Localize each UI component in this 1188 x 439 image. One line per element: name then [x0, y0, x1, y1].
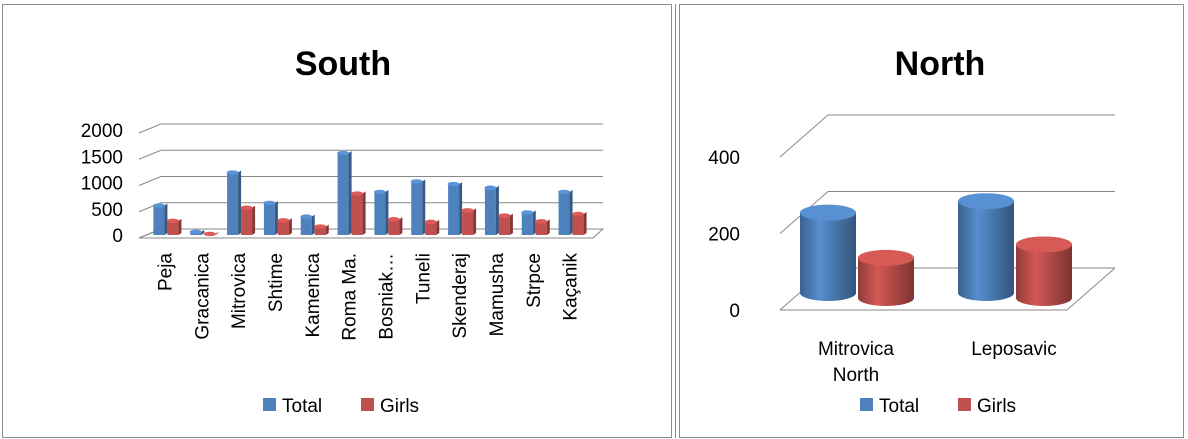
legend-girls-label: Girls — [380, 396, 419, 417]
bar-girls — [461, 208, 477, 235]
bar-total — [521, 210, 536, 235]
y-tick-label: 0 — [729, 301, 740, 322]
category-label: Mamusha — [487, 253, 508, 337]
bar-girls — [166, 218, 182, 235]
gridline-side — [138, 123, 162, 134]
bar-total — [484, 185, 499, 235]
bar-total — [152, 203, 168, 235]
y-tick-label: 1000 — [81, 174, 123, 195]
y-tick-label: 0 — [112, 226, 123, 247]
gridline-side — [138, 149, 162, 160]
gridline-side — [138, 176, 162, 186]
bar-total — [189, 229, 205, 235]
category-label: Bosniak… — [376, 253, 397, 340]
north-chart: North 400 200 0 Mitrovica North Leposavic To… — [708, 45, 1116, 417]
bar-total — [958, 193, 1014, 301]
north-category-labels: Mitrovica North Leposavic — [818, 339, 1057, 386]
bar-total — [373, 189, 389, 235]
floor-edge — [1066, 267, 1116, 311]
category-label: Kamenica — [303, 253, 324, 338]
category-label: Mitrovica — [229, 253, 250, 329]
category-label: Kaçanik — [561, 253, 582, 321]
legend-girls-label: Girls — [977, 396, 1016, 417]
panel-divider — [675, 4, 676, 438]
legend-girls-swatch — [361, 398, 374, 411]
bar-girls — [387, 217, 403, 235]
north-bars — [800, 193, 1072, 306]
bar-total — [447, 181, 463, 235]
bar-girls — [1016, 236, 1072, 306]
south-category-labels: Peja Gracanica Mitrovica Shtime Kamenica Roma… — [155, 253, 581, 341]
bar-girls — [203, 231, 219, 237]
category-label: Tuneli — [413, 253, 434, 304]
legend-total-label: Total — [879, 396, 919, 417]
legend-girls-swatch — [958, 398, 971, 411]
legend-total-swatch — [860, 398, 873, 411]
y-tick-label: 500 — [91, 200, 123, 221]
bar-girls — [424, 219, 440, 235]
bar-girls — [858, 249, 914, 306]
y-tick-label: 200 — [708, 225, 740, 246]
bar-girls — [351, 191, 366, 235]
bar-total — [558, 189, 573, 235]
category-label: Gracanica — [192, 253, 213, 340]
category-label: Mitrovica North — [818, 339, 894, 386]
y-tick-label: 2000 — [81, 121, 123, 142]
category-label: Peja — [155, 253, 176, 291]
north-y-axis-ticks: 400 200 0 — [708, 148, 740, 322]
south-legend: Total Girls — [263, 396, 419, 417]
bar-total — [337, 150, 352, 235]
y-tick-label: 400 — [708, 148, 740, 169]
north-legend: Total Girls — [860, 396, 1016, 417]
bar-girls — [498, 213, 513, 235]
south-chart-title: South — [295, 45, 391, 83]
bar-total — [226, 170, 242, 235]
bar-girls — [240, 205, 256, 235]
bar-total — [300, 214, 315, 235]
bar-girls — [535, 219, 550, 235]
category-label: Shtime — [266, 253, 287, 312]
legend-total-label: Total — [282, 396, 322, 417]
bar-girls — [314, 224, 329, 235]
south-chart-panel: South 2000 1500 1000 500 0 Peja Gracanica Mitr… — [2, 4, 672, 438]
north-chart-title: North — [895, 45, 986, 83]
bar-total — [263, 200, 278, 235]
south-bars — [152, 150, 587, 237]
bar-total — [410, 179, 426, 235]
category-label: Roma Ma. — [340, 253, 361, 341]
category-label: Skenderaj — [450, 253, 471, 339]
north-chart-panel: North 400 200 0 Mitrovica North Leposavic To… — [679, 4, 1184, 438]
category-label: Strpce — [524, 253, 545, 308]
legend-total-swatch — [263, 398, 276, 411]
category-label: Leposavic — [971, 339, 1057, 360]
south-y-axis-ticks: 2000 1500 1000 500 0 — [81, 121, 123, 247]
south-chart: South 2000 1500 1000 500 0 Peja Gracanica Mitr… — [81, 45, 605, 417]
y-tick-label: 1500 — [81, 147, 123, 168]
bar-girls — [572, 211, 587, 235]
bar-girls — [277, 218, 292, 235]
gridline-side — [779, 114, 829, 158]
bar-total — [800, 204, 856, 301]
